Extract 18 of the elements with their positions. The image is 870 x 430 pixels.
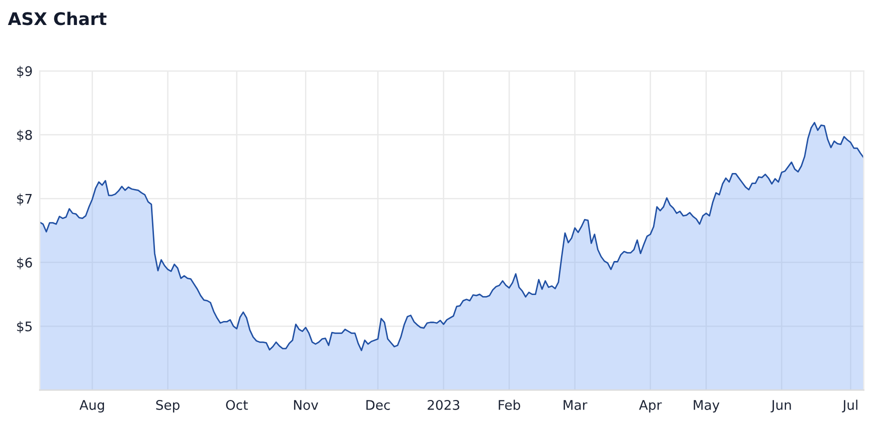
x-tick-label: Feb [498, 400, 520, 410]
x-tick-label: May [694, 400, 720, 412]
x-tick-label: Aug [80, 400, 104, 412]
x-tick-label: Jun [770, 400, 791, 412]
chart-title: ASX Chart [8, 12, 106, 26]
x-tick-label: Mar [564, 400, 588, 410]
y-tick-label: $9 [17, 66, 32, 78]
x-tick-label: Apr [639, 400, 662, 412]
x-tick-label: Oct [226, 400, 248, 410]
x-tick-label: Nov [294, 400, 318, 410]
x-tick-label: 2023 [428, 400, 460, 410]
y-tick-label: $8 [17, 130, 32, 142]
x-tick-label: Dec [366, 400, 390, 410]
x-tick-label: Jul [842, 400, 858, 412]
y-tick-label: $5 [17, 321, 32, 334]
y-tick-label: $6 [17, 257, 32, 270]
x-tick-label: Sep [156, 400, 180, 412]
y-tick-label: $7 [17, 194, 32, 206]
